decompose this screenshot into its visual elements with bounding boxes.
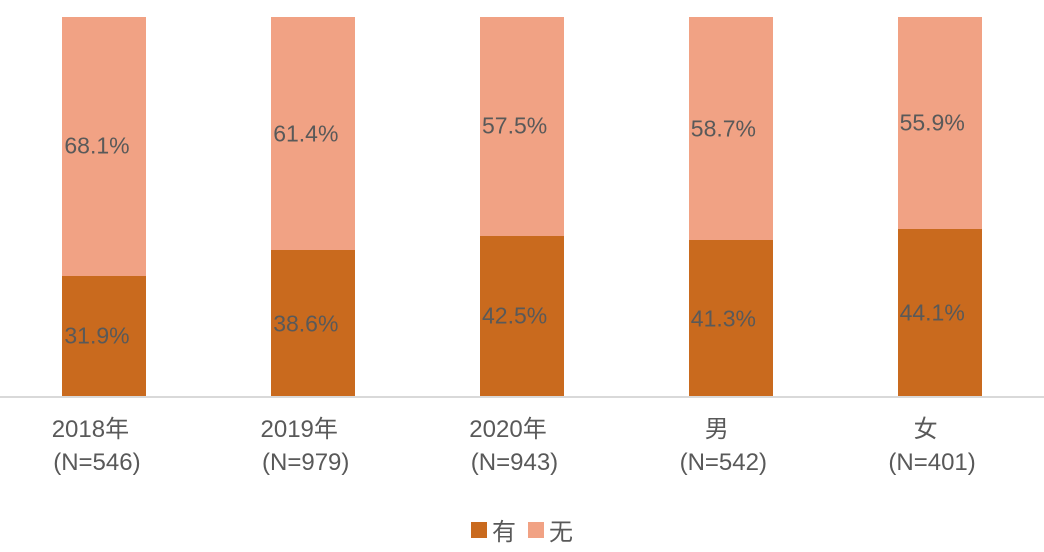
category-label: 2019年 (N=979) <box>195 413 404 479</box>
bar-segment-无: 57.5% <box>479 17 564 236</box>
stacked-bar: 57.5% 42.5% <box>479 17 564 397</box>
bar-segment-有: 31.9% <box>62 275 147 397</box>
stacked-bar: 58.7% 41.3% <box>688 17 773 397</box>
bar-segment-有: 42.5% <box>479 235 564 397</box>
stacked-bar: 61.4% 38.6% <box>271 17 356 397</box>
plot-area: 68.1% 31.9% 61.4% 38.6% 57.5% 42.5% 58.7% 41.3%… <box>0 17 1044 397</box>
bar-slot: 61.4% 38.6% <box>209 17 418 397</box>
bar-slot: 55.9% 44.1% <box>835 17 1044 397</box>
category-label-line2: (N=401) <box>888 449 976 476</box>
value-label: 55.9% <box>899 109 965 136</box>
stacked-bar: 68.1% 31.9% <box>62 17 147 397</box>
legend-label: 有 <box>492 519 516 546</box>
bar-segment-无: 68.1% <box>62 17 147 276</box>
category-label-line1: 2020年 <box>469 416 547 443</box>
value-label: 61.4% <box>273 120 339 147</box>
bar-segment-无: 61.4% <box>271 17 356 251</box>
bar-segment-无: 58.7% <box>688 17 773 241</box>
value-label: 31.9% <box>64 322 130 349</box>
legend-item-有: 有 <box>471 512 516 547</box>
bar-slot: 57.5% 42.5% <box>418 17 627 397</box>
legend-swatch-icon <box>528 521 544 538</box>
legend-swatch-icon <box>471 521 487 538</box>
category-label-line2: (N=943) <box>470 449 559 476</box>
value-label: 58.7% <box>690 115 756 142</box>
stacked-bar: 55.9% 44.1% <box>897 17 982 397</box>
value-label: 38.6% <box>273 310 339 337</box>
bar-slot: 68.1% 31.9% <box>0 17 209 397</box>
bar-segment-有: 41.3% <box>688 240 773 397</box>
bar-segment-有: 44.1% <box>897 229 982 397</box>
bar-segment-有: 38.6% <box>271 250 356 397</box>
category-label: 2020年 (N=943) <box>404 413 613 479</box>
value-label: 42.5% <box>481 302 548 329</box>
value-label: 68.1% <box>64 132 130 159</box>
legend-label: 无 <box>549 519 573 546</box>
legend-item-无: 无 <box>528 512 573 547</box>
category-label: 男 (N=542) <box>612 413 821 479</box>
category-label: 2018年 (N=546) <box>0 413 195 479</box>
legend: 有无 <box>0 512 1044 547</box>
category-label-line1: 2019年 <box>260 416 338 443</box>
category-label-line2: (N=979) <box>262 449 350 476</box>
x-axis-line <box>0 396 1044 398</box>
category-label-line1: 女 <box>913 416 938 443</box>
category-label: 女 (N=401) <box>821 413 1030 479</box>
value-label: 44.1% <box>899 299 965 326</box>
value-label: 41.3% <box>690 305 756 332</box>
category-label-line2: (N=546) <box>53 449 141 476</box>
category-label-line2: (N=542) <box>679 449 767 476</box>
bar-segment-无: 55.9% <box>897 17 982 230</box>
category-label-line1: 2018年 <box>51 416 130 443</box>
value-label: 57.5% <box>481 112 548 139</box>
bar-slot: 58.7% 41.3% <box>626 17 835 397</box>
category-label-line1: 男 <box>704 416 729 443</box>
x-axis-labels: 2018年 (N=546) 2019年 (N=979) 2020年 (N=943) 男 (N=… <box>0 413 1044 479</box>
